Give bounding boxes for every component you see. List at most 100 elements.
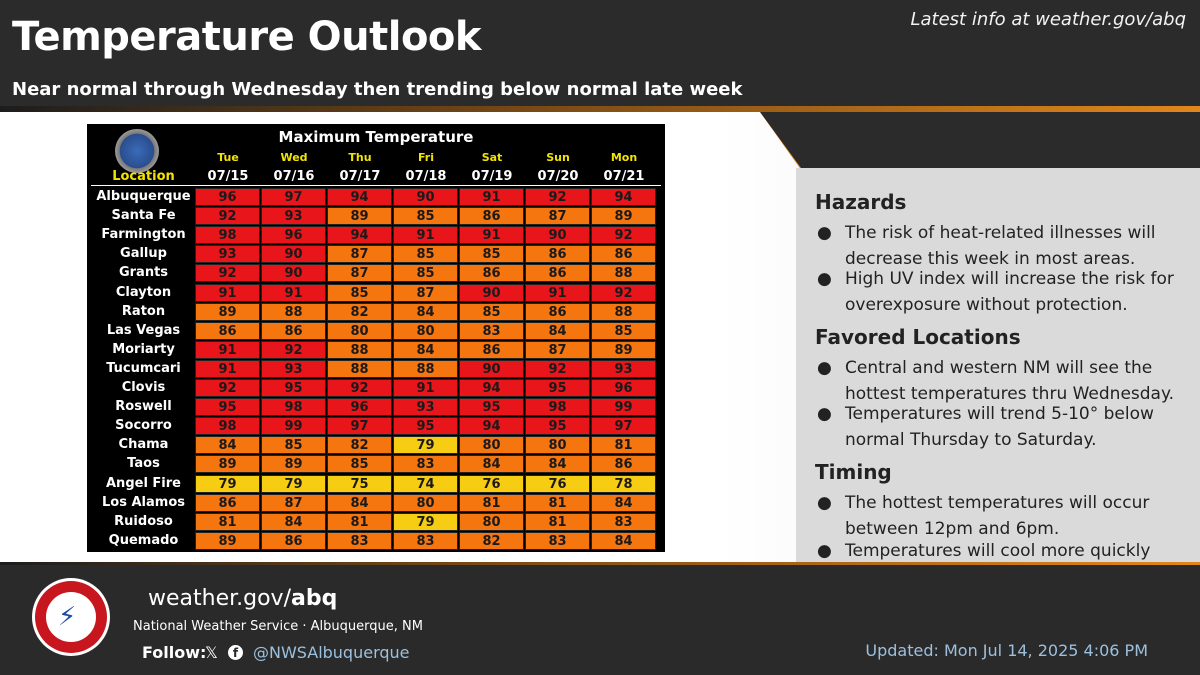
temperature-cell: 98 [195, 417, 260, 436]
social-handle[interactable]: @NWSAlbuquerque [253, 643, 410, 662]
location-name: Angel Fire [106, 475, 181, 491]
temperature-cell: 98 [195, 226, 260, 245]
temperature-cell: 76 [459, 474, 524, 493]
location-name: Raton [121, 303, 166, 319]
location-name: Farmington [101, 227, 186, 243]
temperature-cell: 74 [393, 474, 458, 493]
temperature-cell: 90 [393, 188, 458, 206]
bullet-icon: ● [817, 493, 832, 513]
temperature-cell: 82 [327, 302, 392, 321]
timing-heading: Timing [815, 460, 892, 484]
hazards-bullet-2: ● High UV index will increase the risk f… [815, 266, 1185, 318]
temperature-cell: 86 [261, 321, 326, 340]
date-header: 07/17 [339, 169, 381, 184]
temperature-cell: 92 [591, 283, 656, 302]
temperature-cell: 76 [525, 474, 590, 493]
temperature-cell: 83 [393, 455, 458, 474]
temperature-cell: 95 [195, 398, 260, 417]
temperature-cell: 95 [261, 379, 326, 397]
temperature-cell: 99 [591, 398, 656, 417]
temperature-cell: 85 [393, 264, 458, 283]
temperature-cell: 89 [195, 455, 260, 474]
temperature-cell: 88 [591, 264, 656, 283]
temperature-cell: 95 [393, 417, 458, 436]
facebook-icon[interactable]: f [228, 645, 243, 660]
side-panel-notch [760, 112, 1200, 172]
temperature-cell: 84 [525, 455, 590, 474]
favored-bullet-1: ● Central and western NM will see the ho… [815, 355, 1185, 407]
temperature-cell: 84 [393, 340, 458, 359]
temperature-cell: 91 [393, 226, 458, 245]
temperature-cell: 95 [525, 417, 590, 436]
temperature-cell: 97 [261, 188, 326, 206]
day-header: Sat [481, 151, 503, 164]
latest-info-link[interactable]: Latest info at weather.gov/abq [910, 9, 1186, 30]
day-header: Fri [417, 151, 434, 164]
temperature-cell: 91 [195, 283, 260, 302]
location-name: Tucumcari [106, 360, 181, 376]
footer-bar [0, 565, 1200, 675]
day-header: Wed [280, 151, 308, 164]
website-link[interactable]: weather.gov/abq [148, 586, 338, 611]
temperature-cell: 85 [393, 245, 458, 264]
header-divider [0, 106, 1200, 112]
temperature-cell: 90 [261, 245, 326, 264]
nws-logo: ⚡ [32, 578, 110, 656]
temperature-cell: 87 [327, 245, 392, 264]
temperature-cell: 84 [591, 493, 656, 512]
temperature-cell: 86 [525, 302, 590, 321]
temperature-cell: 91 [525, 283, 590, 302]
temperature-cell: 87 [261, 493, 326, 512]
temperature-cell: 86 [525, 245, 590, 264]
temperature-cell: 84 [525, 321, 590, 340]
temperature-cell: 91 [195, 359, 260, 378]
temperature-cell: 99 [261, 417, 326, 436]
x-icon[interactable]: 𝕏 [205, 643, 218, 662]
nws-logo-center [46, 592, 96, 642]
temperature-cell: 89 [327, 207, 392, 226]
temperature-cell: 88 [327, 340, 392, 359]
temperature-cell: 84 [459, 455, 524, 474]
table-title: Maximum Temperature [278, 128, 474, 146]
temperature-cell: 96 [261, 226, 326, 245]
location-name: Moriarty [112, 341, 175, 357]
location-name: Las Vegas [106, 322, 181, 338]
temperature-cell: 93 [195, 245, 260, 264]
temperature-cell: 91 [459, 226, 524, 245]
temperature-cell: 96 [591, 379, 656, 397]
temperature-cell: 89 [195, 531, 260, 550]
page-subtitle: Near normal through Wednesday then trend… [12, 79, 743, 100]
temperature-cell: 87 [525, 207, 590, 226]
date-header: 07/18 [405, 169, 447, 184]
day-header: Thu [348, 151, 372, 164]
temperature-cell: 86 [459, 264, 524, 283]
temperature-cell: 83 [591, 512, 656, 531]
temperature-cell: 94 [459, 417, 524, 436]
temperature-cell: 81 [195, 512, 260, 531]
timing-bullet-1: ● The hottest temperatures will occur be… [815, 490, 1185, 542]
temperature-cell: 95 [525, 379, 590, 397]
temperature-cell: 95 [459, 398, 524, 417]
updated-timestamp: Updated: Mon Jul 14, 2025 4:06 PM [865, 641, 1148, 660]
temperature-cell: 75 [327, 474, 392, 493]
temperature-cell: 96 [327, 398, 392, 417]
day-header: Sun [546, 151, 570, 164]
temperature-cell: 92 [261, 340, 326, 359]
temperature-cell: 79 [261, 474, 326, 493]
date-header: 07/20 [537, 169, 579, 184]
temperature-cell: 93 [261, 207, 326, 226]
temperature-cell: 92 [195, 207, 260, 226]
temperature-cell: 80 [459, 436, 524, 455]
temperature-cell: 91 [459, 188, 524, 206]
date-header: 07/16 [273, 169, 315, 184]
location-header: Location [112, 169, 175, 184]
bullet-icon: ● [817, 541, 832, 561]
bullet-icon: ● [817, 358, 832, 378]
temperature-cell: 92 [525, 359, 590, 378]
temperature-cell: 93 [393, 398, 458, 417]
bullet-icon: ● [817, 269, 832, 289]
temperature-cell: 87 [393, 283, 458, 302]
temperature-cell: 86 [591, 455, 656, 474]
bullet-icon: ● [817, 223, 832, 243]
temperature-cell: 93 [591, 359, 656, 378]
